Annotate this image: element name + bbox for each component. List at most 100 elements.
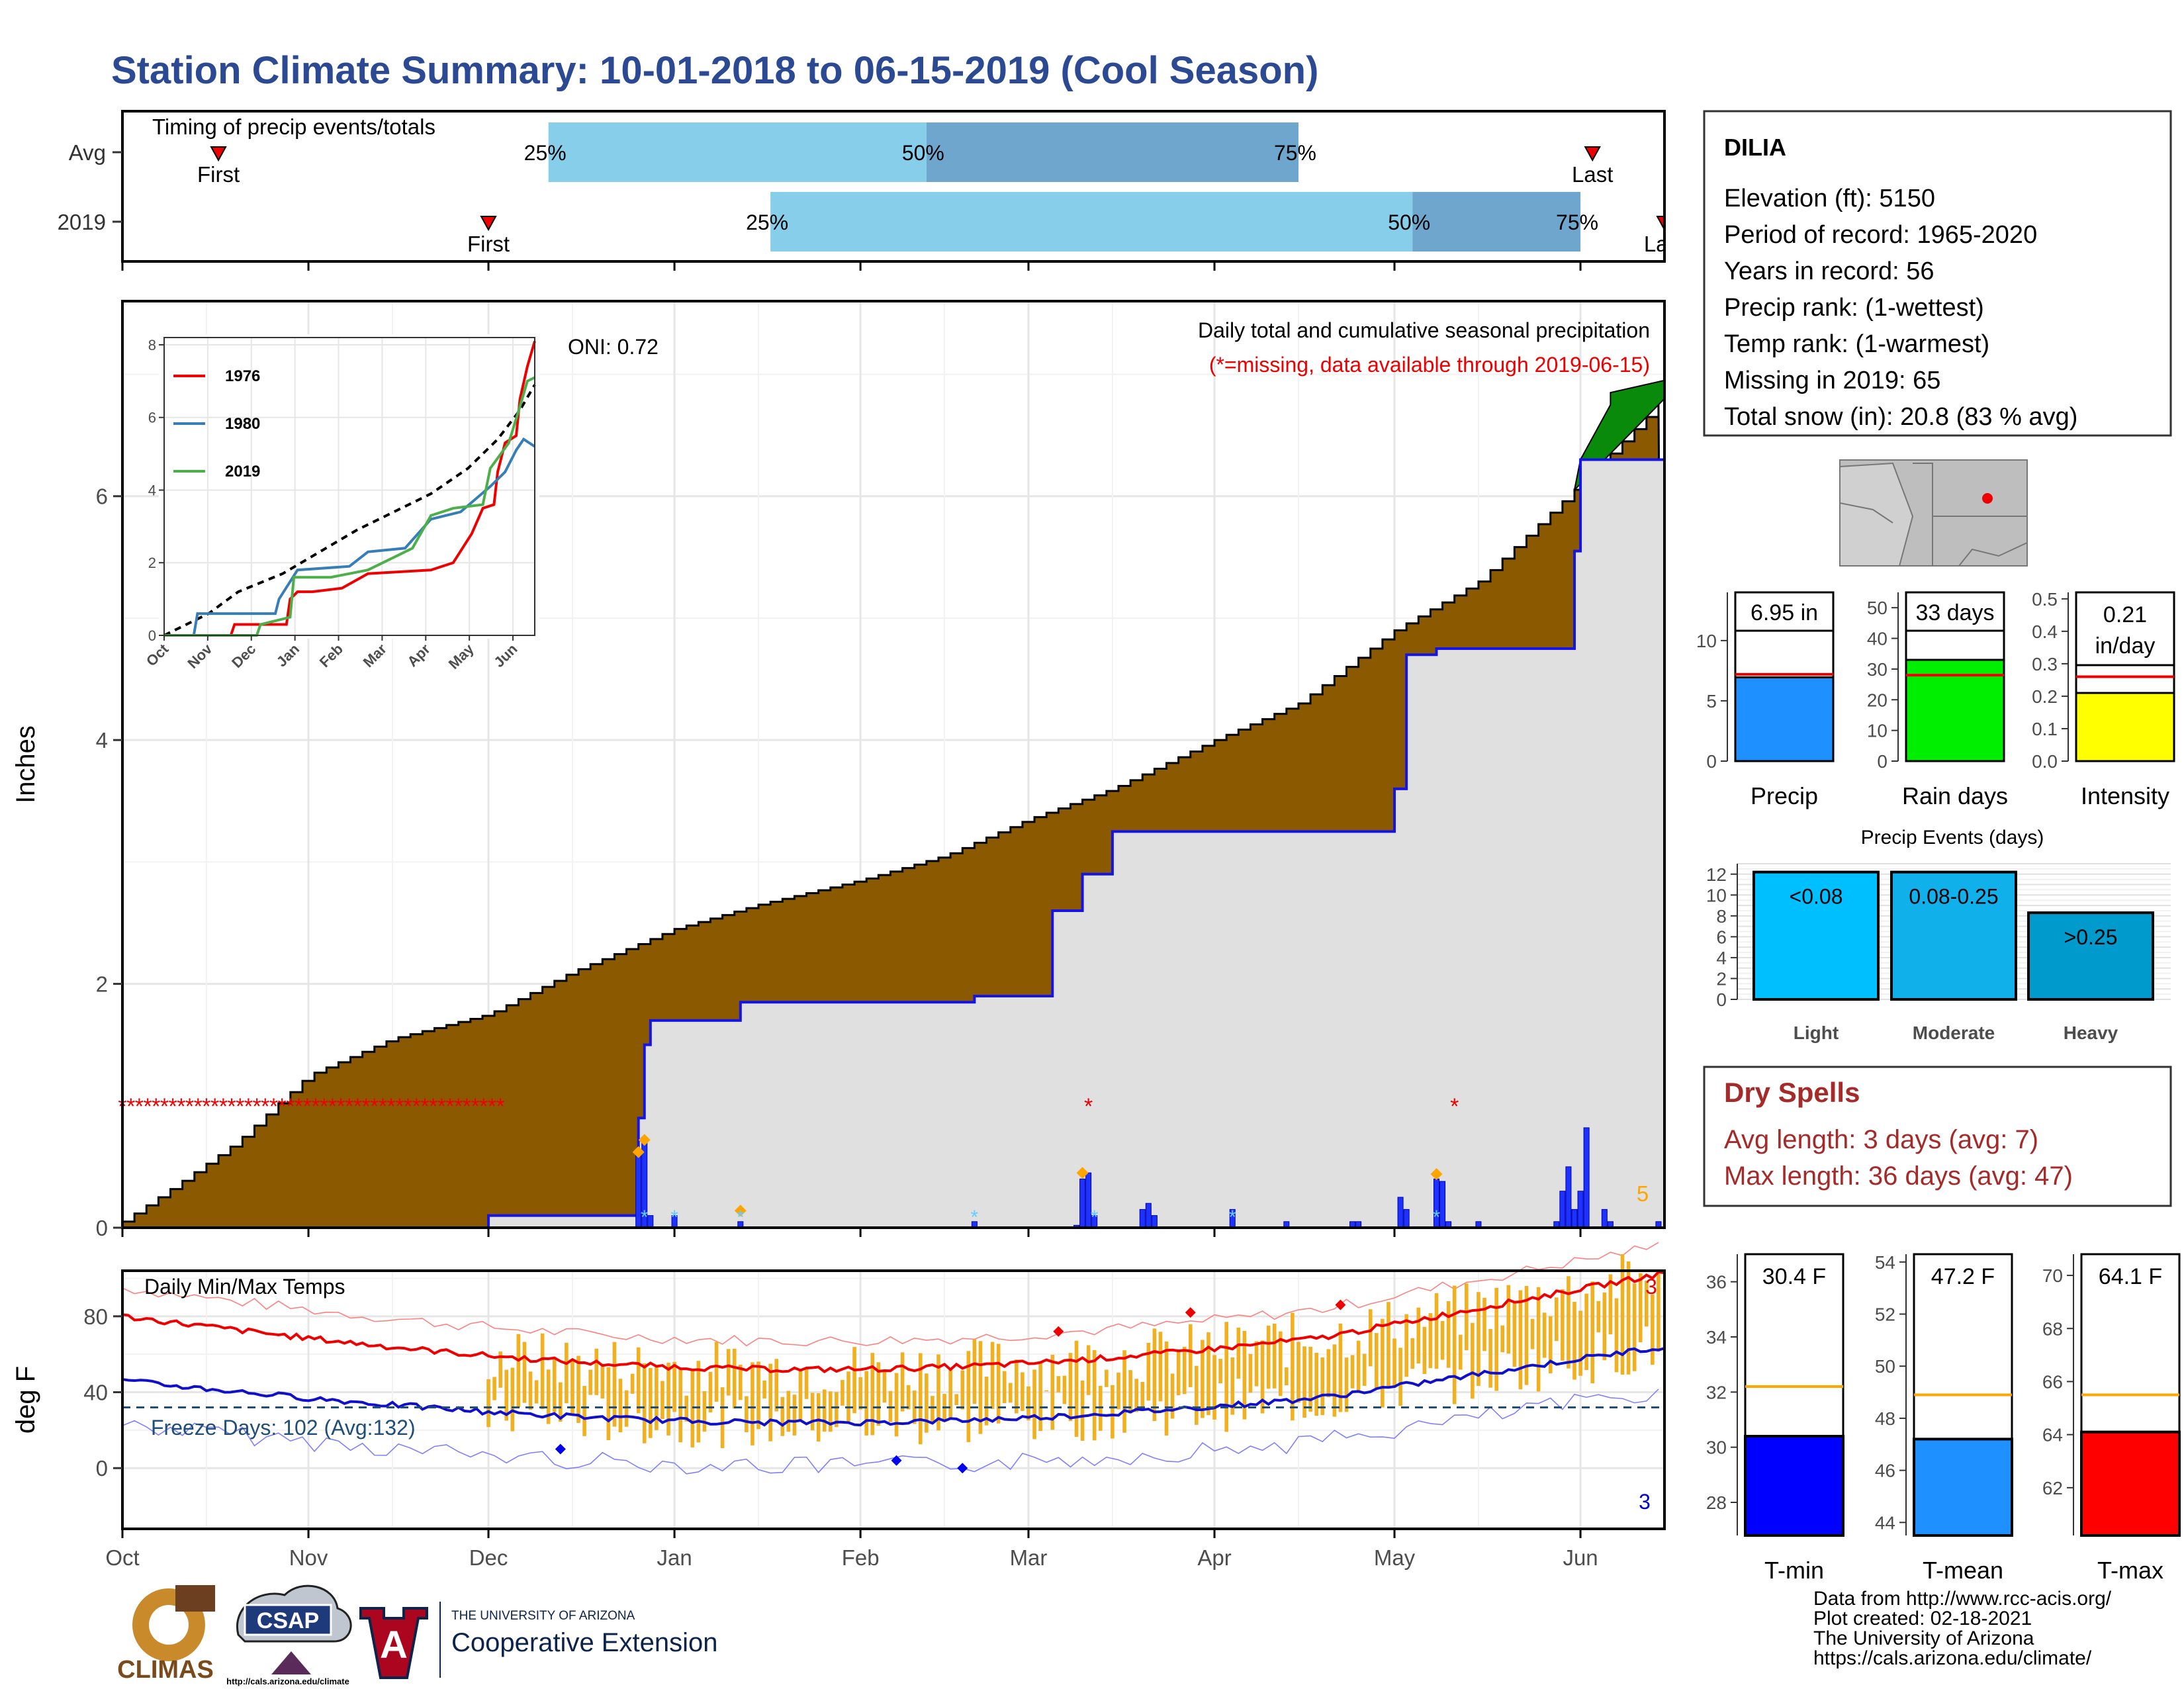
ua-logo-letter: A <box>380 1623 408 1667</box>
event-bar <box>1752 870 1880 1001</box>
missing-marker: * <box>177 1094 185 1119</box>
daily-temp-bar <box>559 1382 563 1422</box>
inset-legend-label: 1980 <box>225 415 260 433</box>
daily-temp-bar <box>972 1339 977 1404</box>
daily-temp-bar <box>714 1342 719 1402</box>
q50-label: 50% <box>902 141 944 165</box>
y-tick-label: 8 <box>1716 906 1727 927</box>
daily-temp-bar <box>1608 1274 1613 1335</box>
quartile-bar-dark <box>926 122 1298 182</box>
temp-title: Daily Min/Max Temps <box>144 1275 345 1299</box>
daily-temp-bar <box>978 1341 983 1434</box>
missing-marker: * <box>471 1094 479 1119</box>
tmean-value: 47.2 F <box>1931 1264 1995 1289</box>
daily-temp-bar <box>1308 1346 1312 1412</box>
rain-days-bar <box>1905 659 2005 762</box>
daily-temp-bar <box>804 1367 809 1399</box>
first-marker <box>480 216 497 232</box>
daily-temp-bar <box>1422 1326 1427 1374</box>
missing-marker: * <box>219 1094 228 1119</box>
inset-y-label: 0 <box>148 627 156 644</box>
daily-temp-bar <box>1105 1369 1109 1387</box>
daily-temp-bar <box>1297 1342 1300 1403</box>
quartile-bar-light <box>770 192 1413 251</box>
month-label: Dec <box>469 1545 508 1570</box>
daily-temp-bar <box>798 1369 803 1421</box>
missing-marker: * <box>479 1094 488 1119</box>
daily-temp-bar <box>666 1362 670 1436</box>
y-tick-label: 0.1 <box>2032 719 2058 739</box>
summary-bars: 0 5 10 6.95 in Precip 0 10 20 30 40 50 33 days Rain … <box>1696 589 2175 809</box>
daily-temp-bar <box>876 1362 881 1426</box>
daily-temp-bar <box>894 1373 899 1437</box>
daily-temp-bar <box>660 1381 664 1420</box>
y-tick-label: 0.5 <box>2032 589 2058 610</box>
dry-box <box>1703 1066 2172 1207</box>
daily-temp-bar <box>1326 1349 1331 1398</box>
avg-max-line <box>122 1270 1665 1374</box>
y-axis-title: Inches <box>11 725 40 803</box>
missing-marker: * <box>404 1094 412 1119</box>
daily-temp-bar <box>612 1342 617 1427</box>
daily-temp-bar <box>1021 1372 1024 1411</box>
daily-temp-bar <box>696 1361 701 1443</box>
daily-temp-bar <box>810 1393 815 1431</box>
daily-temp-bar <box>1272 1323 1277 1389</box>
dry-max: Max length: 36 days (avg: 47) <box>1724 1162 2073 1191</box>
daily-temp-bar <box>534 1380 539 1404</box>
rain-days-label: Rain days <box>1902 782 2008 809</box>
y-tick-label: 2 <box>1716 968 1727 989</box>
rain-days-label-box <box>1905 591 2005 632</box>
daily-temp-bar <box>1638 1273 1643 1343</box>
daily-temp-bar <box>1074 1340 1079 1437</box>
daily-temp-bar <box>1134 1379 1138 1412</box>
precip-panel: * * * * * * ** * * * * * * * * * * * * * * * * * * * * * * * * * * * * * * * *… <box>11 300 1666 1240</box>
missing-marker: * <box>445 1094 454 1119</box>
record-min-line <box>122 1389 1659 1475</box>
footer-line: Data from http://www.rcc-acis.org/ <box>1813 1588 2112 1610</box>
y-tick-label: 52 <box>1875 1304 1895 1325</box>
missing-marker: * <box>379 1094 387 1119</box>
precip-label-box <box>1734 591 1835 632</box>
y-tick-label: 2 <box>96 972 108 997</box>
daily-temp-bar <box>816 1393 821 1442</box>
inset-legend-label: 1976 <box>225 367 260 385</box>
daily-temp-bar <box>1398 1348 1402 1406</box>
ua-extension: Cooperative Extension <box>451 1628 717 1657</box>
daily-temp-bar <box>1458 1334 1463 1370</box>
daily-temp-bar <box>1596 1301 1601 1333</box>
daily-temp-bar <box>1362 1353 1367 1386</box>
q75-label: 75% <box>1274 141 1316 165</box>
q25-label: 25% <box>524 141 567 165</box>
observed-precip-line <box>487 380 1666 1228</box>
tmax-value: 64.1 F <box>2099 1264 2162 1289</box>
y-tick-label: 44 <box>1875 1512 1895 1533</box>
y-tick-label: 48 <box>1875 1408 1895 1429</box>
snow-count: 5 <box>1637 1181 1649 1206</box>
daily-temp-bar <box>984 1376 989 1426</box>
ua-logo-icon <box>359 1607 428 1679</box>
missing-marker: * <box>1084 1094 1093 1119</box>
trace-marker: * <box>737 1207 745 1228</box>
avg-min-line <box>122 1347 1665 1427</box>
tmax-label: T-max <box>2097 1557 2163 1584</box>
missing-marker: * <box>429 1094 437 1119</box>
daily-temp-bar <box>486 1379 490 1428</box>
inset-y-label: 4 <box>148 482 156 498</box>
y-tick-label: 12 <box>1706 864 1727 885</box>
inset-frame <box>163 337 535 636</box>
inset-legend-label: 2019 <box>225 463 260 480</box>
daily-temp-bar <box>1477 1292 1480 1387</box>
inset-bg <box>159 334 539 639</box>
last-label: Last <box>1572 162 1613 187</box>
y-tick-label: 10 <box>1696 631 1717 651</box>
daily-temp-bar <box>780 1396 785 1436</box>
station-line: Precip rank: (1-wettest) <box>1724 294 1984 322</box>
missing-marker: * <box>1450 1094 1459 1119</box>
daily-temp-bar <box>540 1333 545 1410</box>
daily-temp-bar <box>1201 1340 1205 1418</box>
daily-temp-bar <box>504 1369 509 1421</box>
